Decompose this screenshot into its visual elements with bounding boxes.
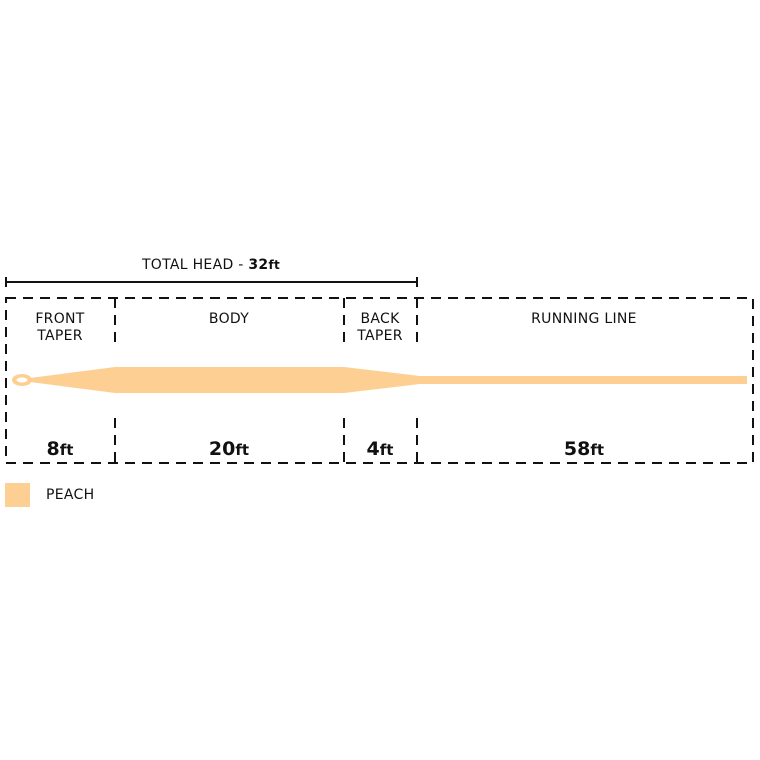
section-length: 4ft (367, 438, 394, 460)
section-name: FRONT (35, 311, 84, 327)
section-running-line: RUNNING LINE 58ft (531, 311, 637, 460)
section-name: BACK (360, 311, 400, 327)
section-body: BODY 20ft (209, 311, 249, 460)
total-head-bracket (5, 277, 418, 287)
section-length: 8ft (47, 438, 74, 460)
section-name: TAPER (356, 328, 403, 344)
section-name: RUNNING LINE (531, 311, 637, 327)
legend-swatch (5, 483, 30, 507)
fly-line-profile (12, 367, 747, 393)
sections-frame (5, 297, 754, 464)
section-dividers (114, 298, 418, 463)
section-name: TAPER (36, 328, 83, 344)
section-length: 58ft (564, 438, 604, 460)
section-back-taper: BACK TAPER 4ft (356, 311, 403, 460)
total-head-label: TOTAL HEAD - 32ft (141, 257, 280, 273)
legend-label: PEACH (46, 487, 94, 503)
section-length: 20ft (209, 438, 249, 460)
section-front-taper: FRONT TAPER 8ft (35, 311, 84, 460)
section-name: BODY (209, 311, 249, 327)
